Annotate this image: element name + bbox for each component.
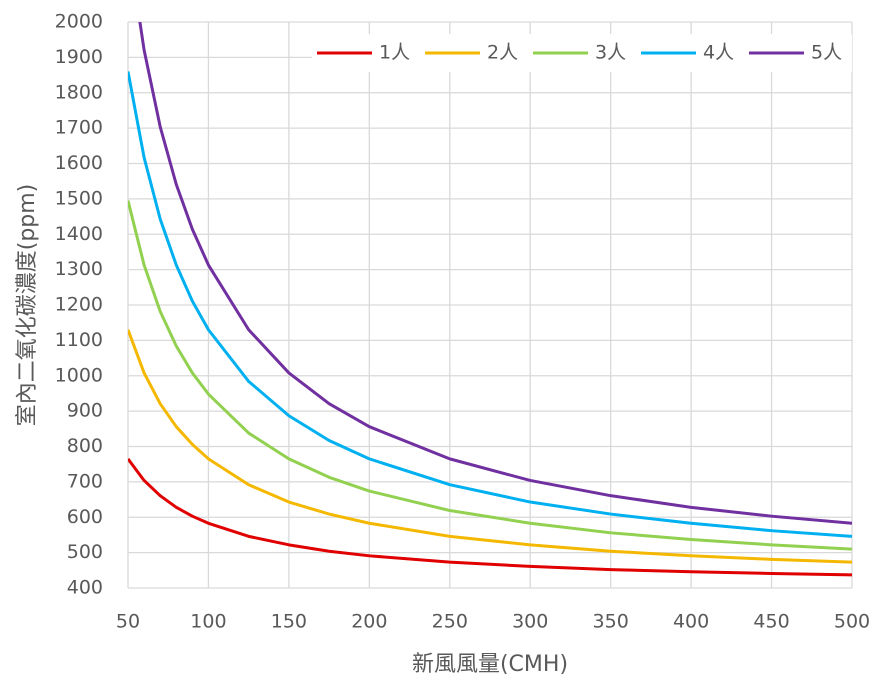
y-tick-label: 800	[67, 435, 103, 457]
y-tick-label: 1600	[55, 152, 103, 174]
series-line	[128, 457, 852, 577]
y-axis-title: 室內二氧化碳濃度(ppm)	[15, 184, 40, 427]
x-tick-label: 50	[116, 611, 140, 633]
y-tick-label: 500	[67, 541, 103, 563]
series-line	[138, 22, 852, 525]
plot-area	[128, 22, 852, 577]
y-tick-label: 700	[67, 470, 103, 492]
x-tick-label: 200	[351, 611, 387, 633]
y-tick-label: 1000	[55, 364, 103, 386]
legend-label: 1人	[379, 42, 410, 64]
y-tick-label: 1800	[55, 81, 103, 103]
legend-label: 4人	[703, 42, 734, 64]
y-tick-label: 2000	[55, 11, 103, 33]
series-line	[128, 329, 852, 564]
y-tick-label: 1200	[55, 294, 103, 316]
y-tick-label: 600	[67, 506, 103, 528]
y-tick-label: 1900	[55, 46, 103, 68]
x-axis-title: 新風風量(CMH)	[412, 652, 568, 677]
x-tick-label: 100	[190, 611, 226, 633]
y-tick-label: 1400	[55, 223, 103, 245]
x-tick-label: 450	[753, 611, 789, 633]
legend-label: 2人	[487, 42, 518, 64]
y-tick-label: 1300	[55, 258, 103, 280]
x-tick-label: 250	[432, 611, 468, 633]
y-tick-label: 1500	[55, 187, 103, 209]
y-tick-label: 400	[67, 577, 103, 599]
y-tick-label: 900	[67, 400, 103, 422]
x-tick-label: 500	[834, 611, 870, 633]
x-tick-label: 350	[593, 611, 629, 633]
legend-label: 3人	[595, 42, 626, 64]
y-tick-label: 1100	[55, 329, 103, 351]
x-tick-label: 300	[512, 611, 548, 633]
series-line	[128, 71, 852, 538]
legend-label: 5人	[811, 42, 842, 64]
x-tick-label: 150	[271, 611, 307, 633]
x-tick-label: 400	[673, 611, 709, 633]
series-line	[128, 200, 852, 551]
y-tick-label: 1700	[55, 117, 103, 139]
